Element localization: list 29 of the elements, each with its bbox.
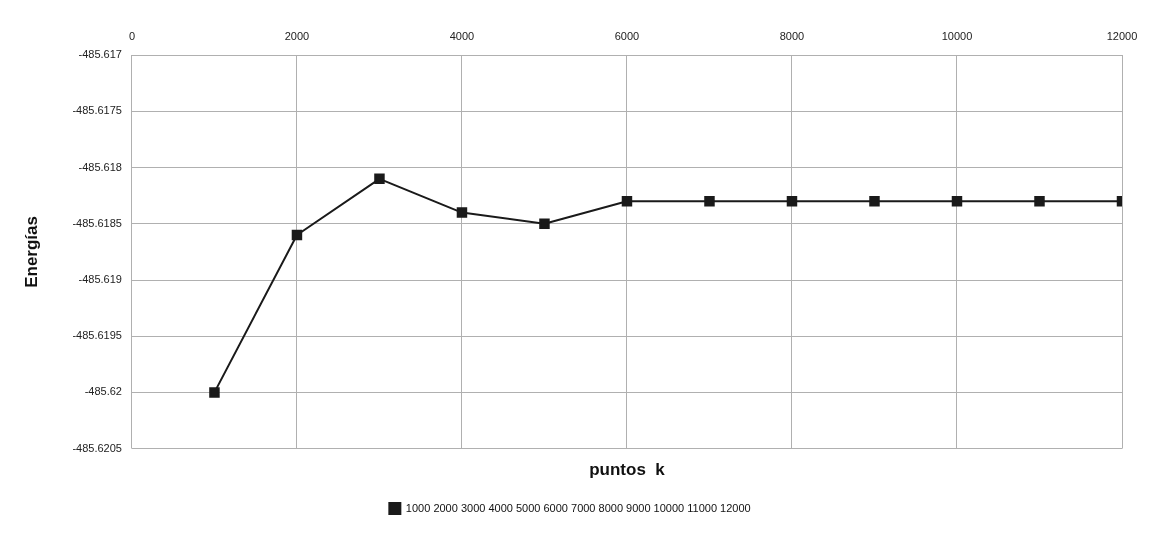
point xyxy=(621,196,633,207)
x-tick-label: 12000 xyxy=(1106,29,1138,42)
y-tick-label: -485.618 xyxy=(78,160,122,173)
x-tick-label: 8000 xyxy=(779,29,805,42)
y-tick-label: -485.6175 xyxy=(72,104,122,117)
y-tick-label: -485.617 xyxy=(78,48,122,61)
y-axis-title: Energías xyxy=(21,215,41,288)
y-tick-label: -485.6195 xyxy=(72,329,122,342)
point xyxy=(291,229,303,241)
point xyxy=(209,387,220,398)
y-tick-label: -485.619 xyxy=(78,273,122,286)
point xyxy=(869,196,880,207)
point xyxy=(374,173,385,185)
point xyxy=(456,207,468,218)
y-tick-label: -485.6205 xyxy=(72,441,122,454)
point xyxy=(1034,196,1045,207)
x-tick-label: 0 xyxy=(128,29,136,42)
x-tick-label: 4000 xyxy=(449,29,475,42)
x-axis-title: puntos k xyxy=(589,460,666,480)
y-tick-label: -485.6185 xyxy=(72,216,122,229)
point xyxy=(704,196,715,207)
x-tick-label: 2000 xyxy=(284,29,310,42)
point xyxy=(539,218,550,230)
x-tick-label: 10000 xyxy=(941,29,973,42)
point xyxy=(951,196,963,207)
y-tick-label: -485.62 xyxy=(84,385,122,398)
point xyxy=(786,196,798,207)
legend-label: 1000 2000 3000 4000 5000 6000 7000 8000 9000 10000 11000 12000 xyxy=(405,501,751,514)
x-tick-label: 6000 xyxy=(614,29,640,42)
